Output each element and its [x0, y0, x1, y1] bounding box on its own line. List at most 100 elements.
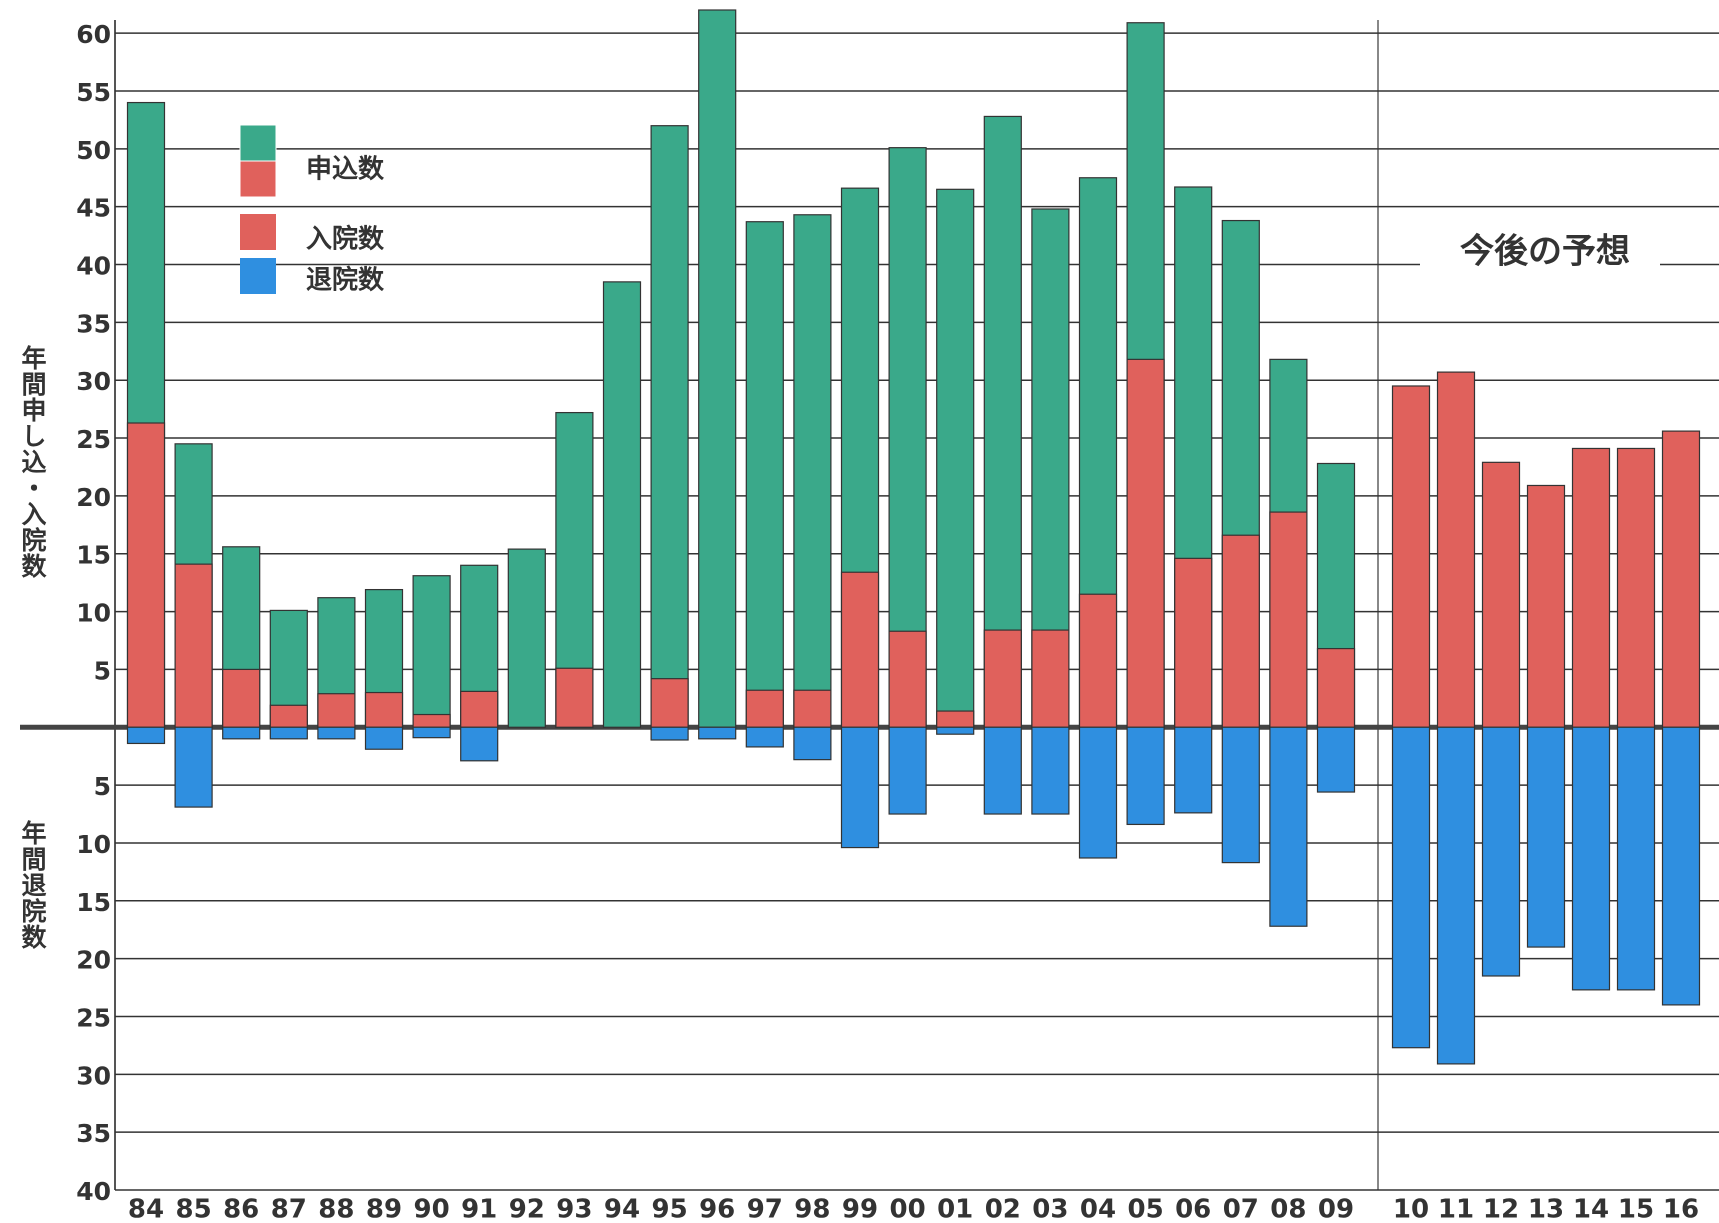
bar [1661, 726, 1701, 1006]
bar [412, 726, 451, 739]
bar [1078, 593, 1118, 728]
bar [555, 667, 594, 728]
bar [745, 726, 784, 748]
bar [460, 726, 499, 762]
x-tick-label: 03 [1032, 1195, 1068, 1223]
bar [698, 726, 737, 740]
x-tick-label: 86 [223, 1195, 259, 1223]
bar [1436, 726, 1476, 1065]
bar [1571, 726, 1611, 991]
bar [1481, 461, 1521, 728]
y-tick-label: 20 [76, 483, 111, 512]
x-tick-label: 95 [652, 1195, 688, 1223]
x-tick-label: 89 [366, 1195, 402, 1223]
y-tick-label: 5 [94, 656, 111, 685]
bar [1391, 385, 1431, 728]
x-tick-label: 91 [461, 1195, 497, 1223]
bar [745, 221, 784, 728]
bar [1174, 557, 1213, 728]
bar [1526, 484, 1566, 728]
bar [222, 726, 261, 740]
bar [1174, 726, 1213, 814]
bar [983, 629, 1022, 728]
bar [126, 422, 166, 728]
x-tick-label: 85 [176, 1195, 212, 1223]
x-tick-label: 92 [509, 1195, 545, 1223]
bar [317, 726, 356, 740]
bar [269, 704, 308, 728]
bar [1078, 726, 1118, 859]
bar [1481, 726, 1521, 977]
bar [1031, 726, 1070, 815]
bar [126, 726, 166, 745]
legend-swatch [240, 258, 276, 294]
x-tick-label: 10 [1393, 1195, 1429, 1223]
x-tick-label: 12 [1483, 1195, 1519, 1223]
bar [460, 690, 499, 728]
x-tick-label: 05 [1128, 1195, 1164, 1223]
x-tick-label: 97 [747, 1195, 783, 1223]
legend-swatch [240, 214, 276, 250]
x-tick-label: 14 [1573, 1195, 1609, 1223]
bar [174, 726, 213, 808]
bar [936, 188, 975, 728]
bar [1126, 358, 1165, 728]
bar [698, 9, 737, 728]
legend-label: 申込数 [306, 155, 385, 185]
y-tick-label: 55 [76, 78, 111, 107]
bar [1571, 447, 1611, 728]
bar [1269, 511, 1308, 728]
y-tick-label: 40 [76, 1177, 111, 1206]
x-tick-label: 88 [318, 1195, 354, 1223]
bar [793, 214, 832, 728]
legend-swatch [239, 124, 277, 162]
bar [269, 726, 308, 740]
bar [174, 563, 213, 728]
y-tick-label: 10 [76, 830, 111, 859]
x-tick-label: 87 [271, 1195, 307, 1223]
bar [1616, 447, 1656, 728]
bar [412, 575, 451, 728]
x-tick-label: 98 [794, 1195, 830, 1223]
x-tick-label: 06 [1175, 1195, 1211, 1223]
bar [507, 548, 546, 728]
bar [1221, 726, 1260, 864]
bar [1126, 726, 1165, 826]
bar [1221, 534, 1260, 728]
x-tick-label: 90 [414, 1195, 450, 1223]
legend-label: 入院数 [306, 224, 385, 255]
y-axis-label-top: 年間申し込・入院数 [18, 345, 47, 579]
x-tick-label: 84 [128, 1195, 164, 1223]
bar [745, 689, 784, 728]
bar [888, 726, 927, 815]
x-tick-label: 93 [556, 1195, 592, 1223]
y-tick-label: 15 [76, 888, 111, 917]
y-tick-label: 25 [76, 1003, 111, 1032]
bar [602, 281, 642, 728]
bar [1316, 726, 1356, 793]
x-tick-label: 99 [842, 1195, 878, 1223]
y-tick-label: 10 [76, 599, 111, 628]
x-tick-label: 09 [1318, 1195, 1354, 1223]
y-tick-label: 30 [76, 367, 111, 396]
x-tick-label: 96 [699, 1195, 735, 1223]
bar [840, 726, 880, 849]
y-tick-label: 5 [94, 772, 111, 801]
x-tick-label: 02 [985, 1195, 1021, 1223]
bar [936, 710, 975, 728]
x-tick-label: 08 [1270, 1195, 1306, 1223]
y-tick-label: 25 [76, 425, 111, 454]
bar [1031, 629, 1070, 728]
bar [1391, 726, 1431, 1049]
x-tick-label: 00 [890, 1195, 926, 1223]
bar [650, 678, 689, 728]
x-tick-label: 07 [1223, 1195, 1259, 1223]
bar [222, 668, 261, 728]
legend-label: 退院数 [306, 265, 385, 296]
bar [364, 691, 404, 728]
y-tick-label: 50 [76, 136, 111, 165]
annotation-bg [1420, 225, 1660, 281]
bar [840, 571, 880, 728]
